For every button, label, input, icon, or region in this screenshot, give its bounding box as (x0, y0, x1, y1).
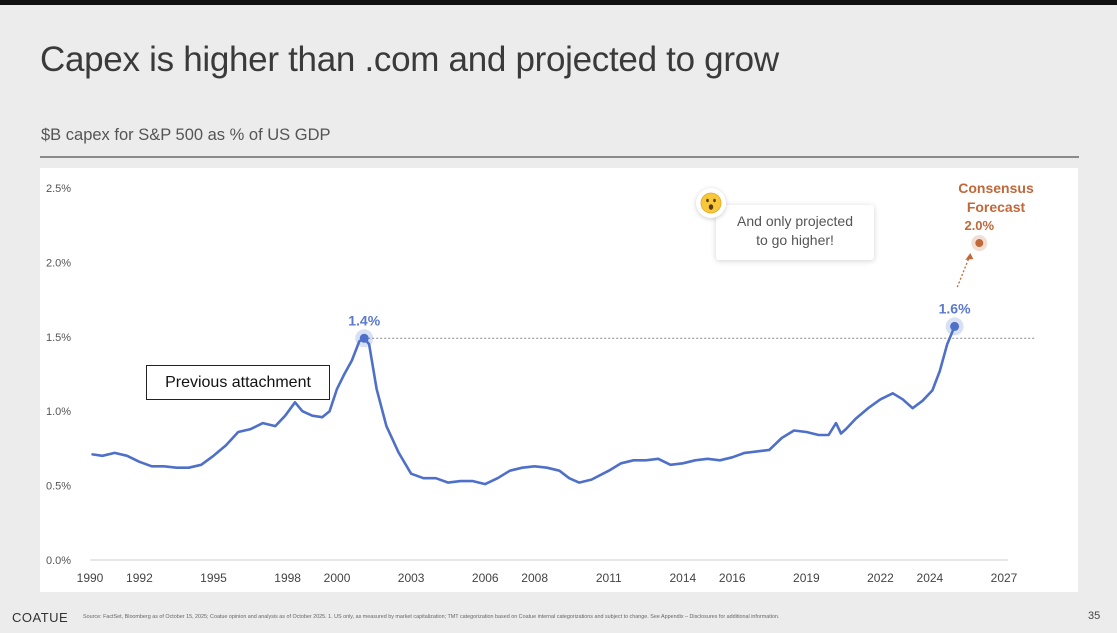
surprised-face-icon (696, 188, 726, 218)
forecast-value-label: 2.0% (964, 218, 994, 233)
x-tick-label: 1992 (126, 571, 153, 585)
y-tick-label: 2.0% (46, 257, 71, 269)
source-footnote: Source: FactSet, Bloomberg as of October… (83, 614, 780, 620)
highlight-point (359, 333, 369, 343)
x-tick-label: 2022 (867, 571, 894, 585)
annotation-text: And only projected to go higher! (716, 212, 874, 250)
capex-series-line (91, 325, 956, 486)
chart-subtitle: $B capex for S&P 500 as % of US GDP (41, 126, 331, 144)
previous-attachment-label: Previous attachment (146, 365, 330, 400)
highlight-point (950, 321, 960, 331)
capex-line-chart: 0.0% 0.5% 1.0% 1.5% 2.0% 2.5% 1990 1992 1995 1998… (46, 183, 1036, 585)
y-tick-label: 2.5% (46, 183, 71, 195)
y-tick-label: 1.0% (46, 406, 71, 418)
x-tick-label: 2024 (917, 571, 944, 585)
forecast-label: Consensus Forecast (940, 179, 1052, 217)
x-tick-label: 2027 (991, 571, 1018, 585)
forecast-point (975, 239, 984, 248)
page-title: Capex is higher than .com and projected … (40, 40, 779, 79)
x-tick-label: 2000 (324, 571, 351, 585)
x-tick-label: 2019 (793, 571, 820, 585)
x-tick-label: 2014 (670, 571, 697, 585)
forecast-arrow-head (965, 253, 974, 261)
page-number: 35 (1088, 610, 1101, 622)
brand-logo: COATUE (12, 610, 69, 625)
x-tick-label: 1995 (200, 571, 227, 585)
annotation-box (716, 205, 874, 260)
forecast-line-2: Forecast (966, 199, 1026, 215)
forecast-line-1: Consensus (958, 180, 1034, 196)
x-tick-label: 1990 (77, 571, 104, 585)
top-bar (0, 0, 1117, 5)
annotation-line-1: And only projected (737, 213, 853, 229)
x-tick-label: 1998 (274, 571, 301, 585)
divider (40, 156, 1079, 158)
y-tick-label: 0.0% (46, 555, 71, 567)
annotation-line-2: to go higher! (756, 232, 834, 248)
highlight-value-label: 1.6% (939, 300, 971, 316)
x-tick-label: 2016 (719, 571, 746, 585)
x-tick-label: 2008 (521, 571, 548, 585)
y-tick-label: 1.5% (46, 332, 71, 344)
x-tick-label: 2003 (398, 571, 425, 585)
x-tick-label: 2011 (596, 571, 622, 585)
forecast-arrow-line (956, 256, 970, 288)
y-tick-label: 0.5% (46, 481, 71, 493)
highlight-value-label: 1.4% (348, 312, 380, 328)
x-tick-label: 2006 (472, 571, 499, 585)
